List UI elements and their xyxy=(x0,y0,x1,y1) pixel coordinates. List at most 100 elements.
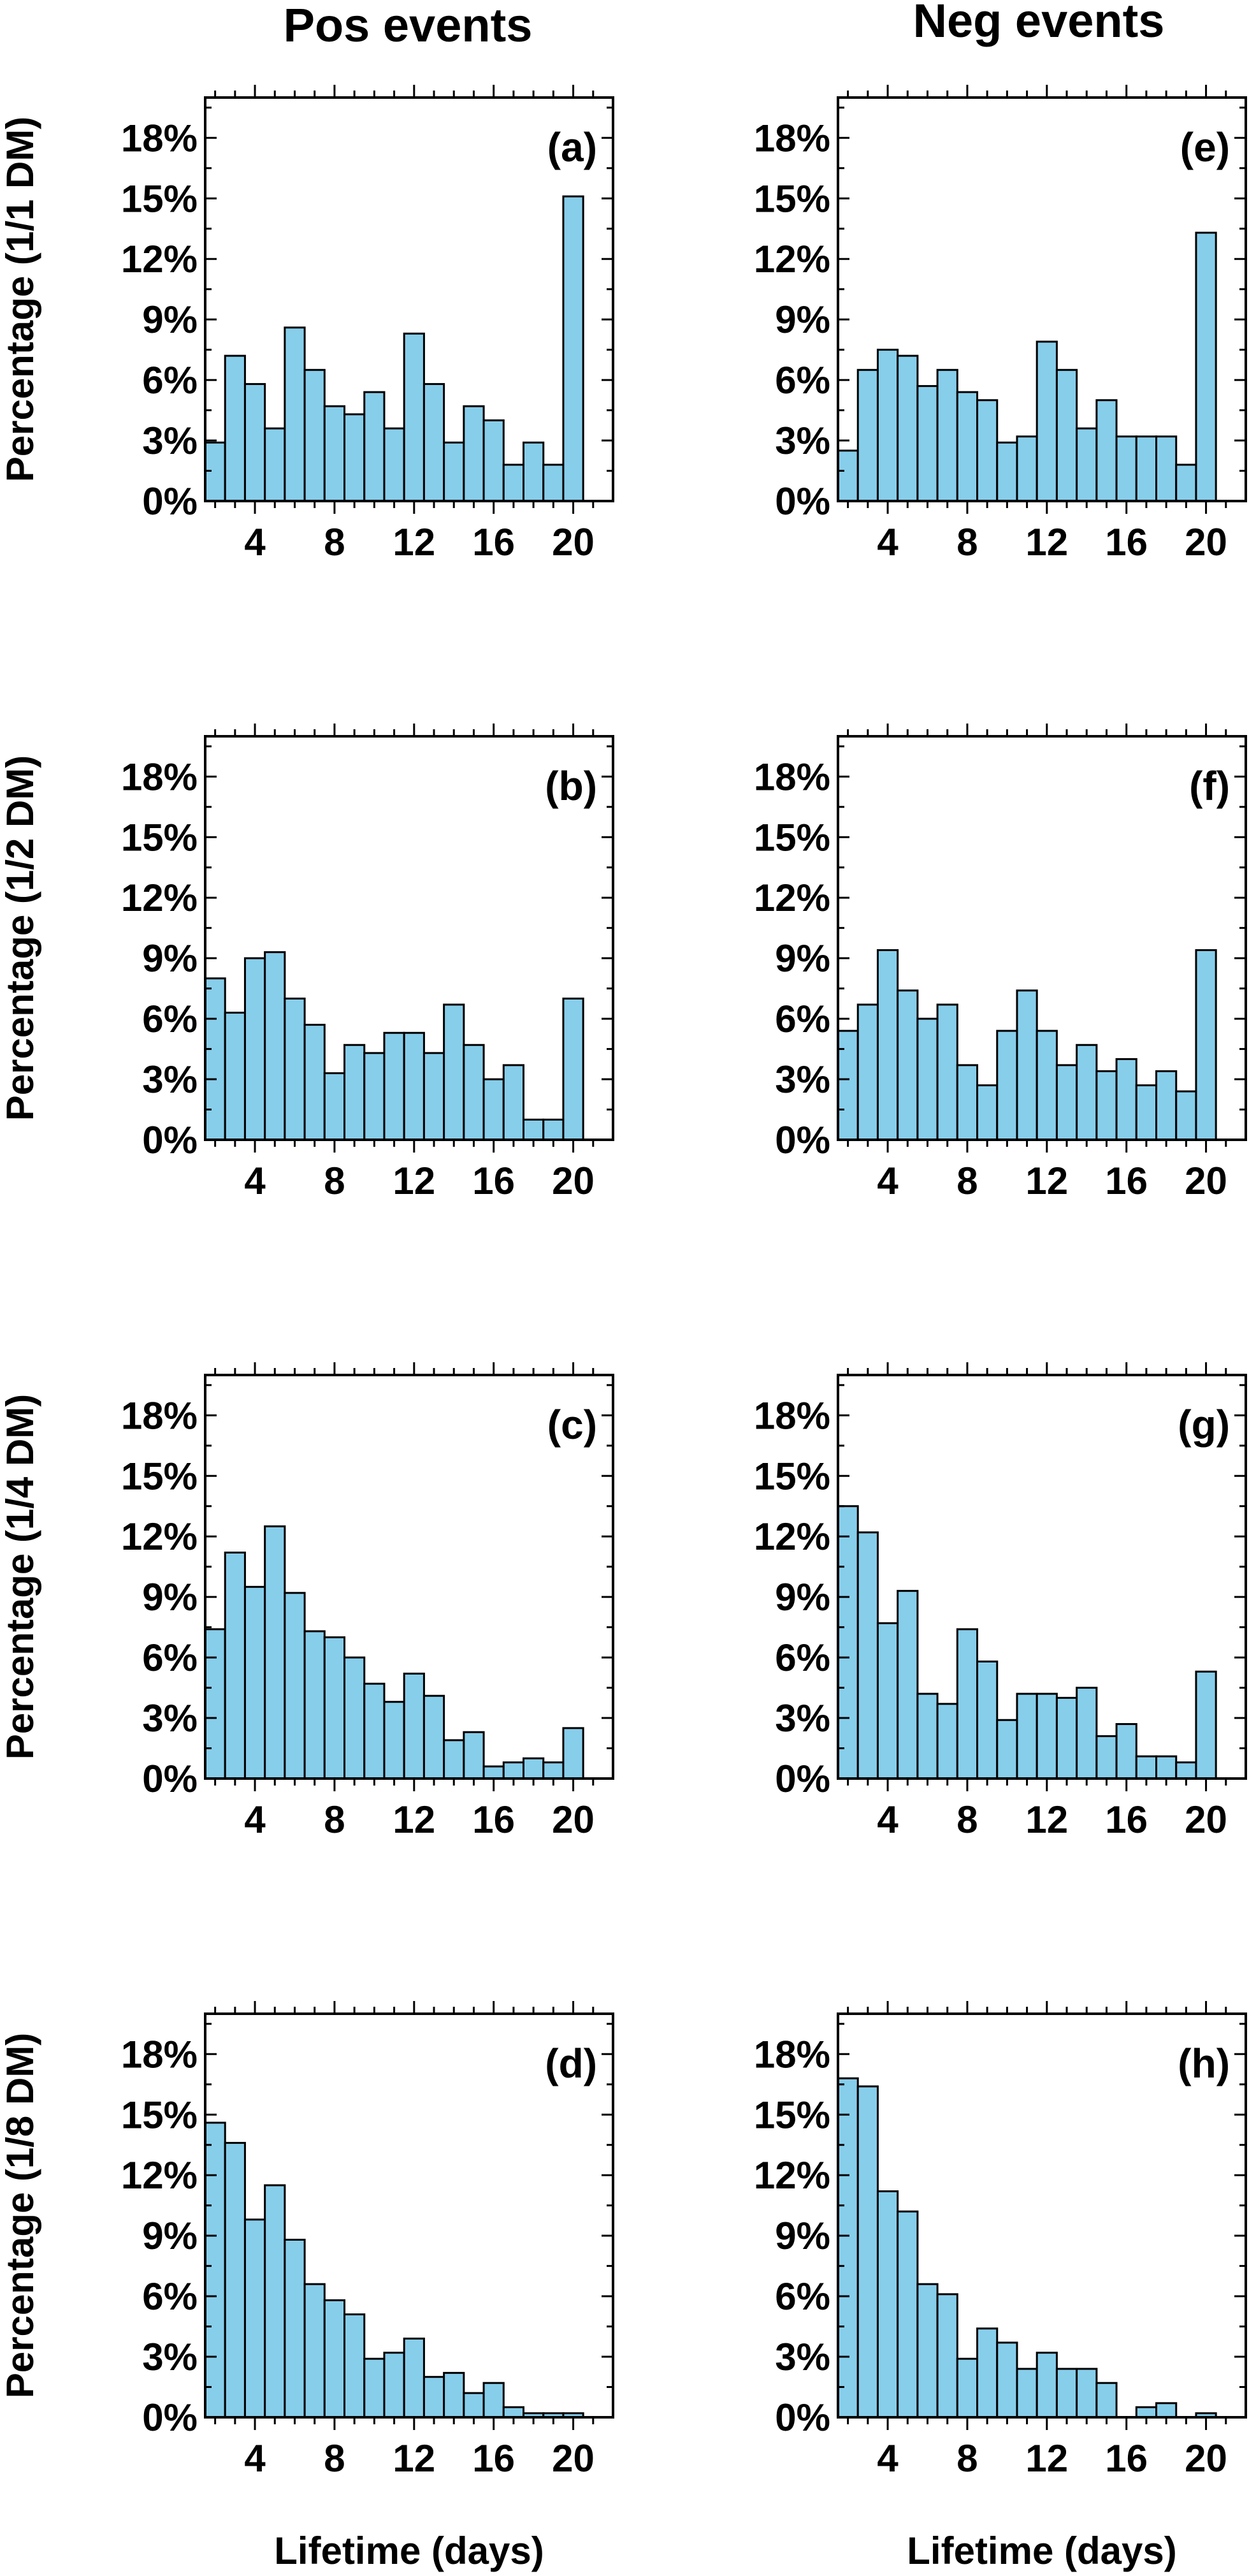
y-tick-label: 12% xyxy=(121,1515,198,1558)
bar xyxy=(482,2382,505,2419)
bar xyxy=(837,1505,859,1780)
bar xyxy=(976,1660,999,1780)
bar xyxy=(542,1761,565,1780)
panel-label: (e) xyxy=(1180,124,1230,170)
bar xyxy=(422,382,445,502)
bar xyxy=(363,1682,386,1780)
bar xyxy=(482,1765,505,1780)
x-tick-label: 8 xyxy=(956,2437,978,2480)
plot-frame xyxy=(204,735,614,1141)
plot-frame xyxy=(204,2012,614,2419)
bar xyxy=(422,1052,445,1141)
y-tick-label: 15% xyxy=(754,1455,830,1497)
x-tick-label: 12 xyxy=(1025,1160,1068,1202)
bar xyxy=(1155,1755,1178,1780)
x-tick-label: 4 xyxy=(877,521,899,564)
bar xyxy=(956,1628,979,1780)
bar xyxy=(1076,1044,1098,1141)
bar xyxy=(1195,1670,1217,1780)
y-tick-label: 3% xyxy=(142,1058,198,1101)
bar xyxy=(916,1692,939,1780)
bar xyxy=(1195,231,1217,502)
bar xyxy=(1016,1692,1038,1780)
y-tick-label: 3% xyxy=(775,1697,830,1740)
x-axis-label: Lifetime (days) xyxy=(907,2529,1176,2572)
x-tick-label: 16 xyxy=(1105,1160,1148,1202)
x-tick-label: 12 xyxy=(393,521,435,564)
bar xyxy=(1135,435,1158,502)
bar xyxy=(264,2184,286,2419)
x-tick-label: 20 xyxy=(1185,1160,1227,1202)
bar xyxy=(936,2293,958,2419)
bar xyxy=(383,1031,405,1141)
bar xyxy=(303,2283,326,2419)
x-tick-label: 16 xyxy=(472,1160,515,1202)
bar xyxy=(383,1701,405,1780)
bar xyxy=(856,2085,879,2419)
bar xyxy=(897,989,919,1141)
bar xyxy=(956,2357,979,2419)
bar xyxy=(1036,2352,1058,2419)
x-tick-label: 8 xyxy=(324,2437,345,2480)
bar xyxy=(502,2406,525,2419)
bar xyxy=(343,413,366,502)
bar xyxy=(463,1044,485,1141)
y-tick-label: 3% xyxy=(775,1058,830,1101)
bar xyxy=(343,1044,366,1141)
bar xyxy=(562,1727,584,1780)
y-tick-label: 3% xyxy=(142,1697,198,1740)
bar xyxy=(1115,1058,1137,1141)
y-tick-label: 12% xyxy=(754,2154,830,2197)
x-tick-label: 16 xyxy=(1105,521,1148,564)
bar xyxy=(1155,1070,1178,1141)
bar xyxy=(856,1003,879,1141)
y-tick-label: 18% xyxy=(754,117,830,159)
y-tick-label: 9% xyxy=(775,2215,830,2257)
bar xyxy=(243,957,266,1141)
bar xyxy=(1055,368,1078,502)
x-tick-label: 4 xyxy=(877,1160,899,1202)
bar xyxy=(363,1052,386,1141)
y-tick-label: 9% xyxy=(775,1576,830,1619)
bar xyxy=(204,1628,226,1780)
x-tick-label: 20 xyxy=(1185,521,1227,564)
y-tick-label: 6% xyxy=(775,1636,830,1679)
x-axis-label: Lifetime (days) xyxy=(274,2529,544,2572)
chart-panel: 0% 3% 6% 9% 12% 15% 18% 4 8 12 16 20 (b) Percentage (… xyxy=(0,724,614,1202)
bar xyxy=(1175,1761,1197,1780)
bar xyxy=(502,463,525,502)
bar xyxy=(264,427,286,502)
bar xyxy=(383,427,405,502)
bar xyxy=(1175,1090,1197,1141)
y-tick-label: 0% xyxy=(142,1119,198,1161)
bar xyxy=(343,2313,366,2419)
y-tick-label: 18% xyxy=(121,1394,198,1437)
bar xyxy=(463,405,485,502)
bar xyxy=(323,2299,346,2419)
bar xyxy=(303,368,326,502)
bar xyxy=(224,2142,246,2419)
y-tick-label: 18% xyxy=(754,755,830,798)
x-tick-label: 16 xyxy=(472,2437,515,2480)
y-tick-label: 0% xyxy=(142,2396,198,2439)
bar xyxy=(1076,2368,1098,2419)
x-tick-label: 4 xyxy=(877,1798,899,1841)
bar xyxy=(897,2210,919,2419)
bar xyxy=(996,1030,1018,1141)
panel-label: (f) xyxy=(1189,763,1230,809)
chart-panel: 0% 3% 6% 9% 12% 15% 18% 4 8 12 16 20 (g) xyxy=(754,1362,1247,1841)
y-tick-label: 15% xyxy=(754,816,830,859)
y-tick-label: 15% xyxy=(754,177,830,220)
y-tick-label: 12% xyxy=(121,2154,198,2197)
bar xyxy=(363,2357,386,2419)
bar xyxy=(1095,399,1118,502)
bar xyxy=(463,1731,485,1780)
y-tick-label: 18% xyxy=(121,2033,198,2076)
y-tick-label: 6% xyxy=(775,359,830,402)
y-tick-label: 15% xyxy=(121,2093,198,2136)
bar xyxy=(343,1656,366,1780)
bar xyxy=(502,1761,525,1780)
plot-frame xyxy=(837,735,1247,1141)
x-tick-label: 4 xyxy=(244,1798,266,1841)
bar xyxy=(916,385,939,502)
